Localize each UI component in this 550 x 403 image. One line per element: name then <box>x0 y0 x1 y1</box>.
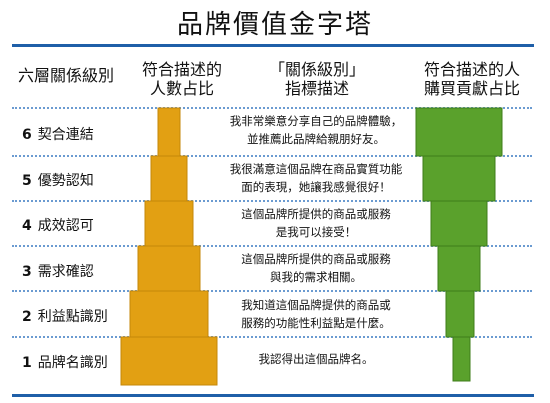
desc-line: 這個品牌所提供的商品或服務 <box>241 252 391 266</box>
level-num: 5 <box>22 173 32 189</box>
desc-line: 這個品牌所提供的商品或服務 <box>241 207 391 221</box>
desc-line: 我認得出這個品牌名。 <box>258 352 374 366</box>
desc-line: 服務的功能性利益點是什麼。 <box>241 316 391 330</box>
people-share-step-1 <box>121 337 217 385</box>
people-share-step-3 <box>138 246 200 291</box>
desc-line: 我知道這個品牌提供的商品或 <box>241 298 391 312</box>
level-name: 契合連結 <box>37 127 94 143</box>
bottom-rule <box>12 394 534 397</box>
header-levels: 六層關係級別 <box>17 66 114 85</box>
level-name: 成效認可 <box>37 218 94 234</box>
desc-line: 我非常樂意分享自己的品牌體驗， <box>229 114 403 128</box>
header-purchase-share: 符合描述的人 購買貢獻占比 <box>402 60 542 98</box>
header-buy-line1: 符合描述的人 <box>423 60 520 79</box>
separator <box>12 290 532 292</box>
purchase-share-step-1 <box>453 337 470 381</box>
header-match-line1: 符合描述的 <box>141 60 222 79</box>
top-rule <box>12 44 534 47</box>
header-match-share: 符合描述的 人數占比 <box>130 60 234 98</box>
level-2-description: 我知道這個品牌提供的商品或 服務的功能性利益點是什麼。 <box>228 296 404 332</box>
people-share-step-4 <box>145 201 193 246</box>
level-num: 6 <box>22 127 32 143</box>
level-num: 4 <box>22 218 32 234</box>
page-title: 品牌價值金字塔 <box>176 10 373 40</box>
desc-line: 我很滿意這個品牌在商品實質功能 <box>229 162 403 176</box>
purchase-share-step-2 <box>446 291 474 337</box>
header-buy-line2: 購買貢獻占比 <box>423 79 520 98</box>
purchase-share-step-3 <box>438 246 480 291</box>
level-name: 品牌名識別 <box>37 355 108 371</box>
level-name: 需求確認 <box>37 264 94 280</box>
people-share-step-6 <box>158 108 180 156</box>
level-6-description: 我非常樂意分享自己的品牌體驗， 並推薦此品牌給親朋好友。 <box>228 112 404 148</box>
purchase-share-step-6 <box>416 108 502 156</box>
level-1: 1 品牌名識別 <box>22 352 108 372</box>
level-name: 利益點識別 <box>37 309 108 325</box>
level-4: 4 成效認可 <box>22 215 94 235</box>
header-desc-line1: 「關係級別」 <box>268 60 365 79</box>
header-description: 「關係級別」 指標描述 <box>232 60 402 98</box>
level-num: 1 <box>22 355 32 371</box>
level-5: 5 優勢認知 <box>22 170 94 190</box>
level-num: 2 <box>22 309 32 325</box>
level-2: 2 利益點識別 <box>22 306 108 326</box>
purchase-share-step-5 <box>423 156 495 201</box>
purchase-share-step-4 <box>431 201 487 246</box>
people-share-step-2 <box>130 291 208 337</box>
header-match-line2: 人數占比 <box>149 79 214 98</box>
level-3-description: 這個品牌所提供的商品或服務 與我的需求相關。 <box>228 250 404 286</box>
header-desc-line2: 指標描述 <box>284 79 349 98</box>
desc-line: 面的表現，她讓我感覺很好！ <box>241 180 391 194</box>
desc-line: 是我可以接受！ <box>275 225 357 239</box>
people-share-step-5 <box>151 156 187 201</box>
separator <box>12 155 532 157</box>
level-name: 優勢認知 <box>37 173 94 189</box>
separator <box>12 245 532 247</box>
level-1-description: 我認得出這個品牌名。 <box>228 350 404 368</box>
level-num: 3 <box>22 264 32 280</box>
separator <box>12 336 532 338</box>
separator <box>12 107 532 109</box>
level-5-description: 我很滿意這個品牌在商品實質功能 面的表現，她讓我感覺很好！ <box>228 160 404 196</box>
level-4-description: 這個品牌所提供的商品或服務 是我可以接受！ <box>228 205 404 241</box>
level-3: 3 需求確認 <box>22 261 94 281</box>
desc-line: 與我的需求相關。 <box>270 270 362 284</box>
desc-line: 並推薦此品牌給親朋好友。 <box>247 132 385 146</box>
level-6: 6 契合連結 <box>22 124 94 144</box>
purchase-share-pyramid <box>415 107 503 382</box>
separator <box>12 200 532 202</box>
people-share-pyramid <box>120 107 218 386</box>
